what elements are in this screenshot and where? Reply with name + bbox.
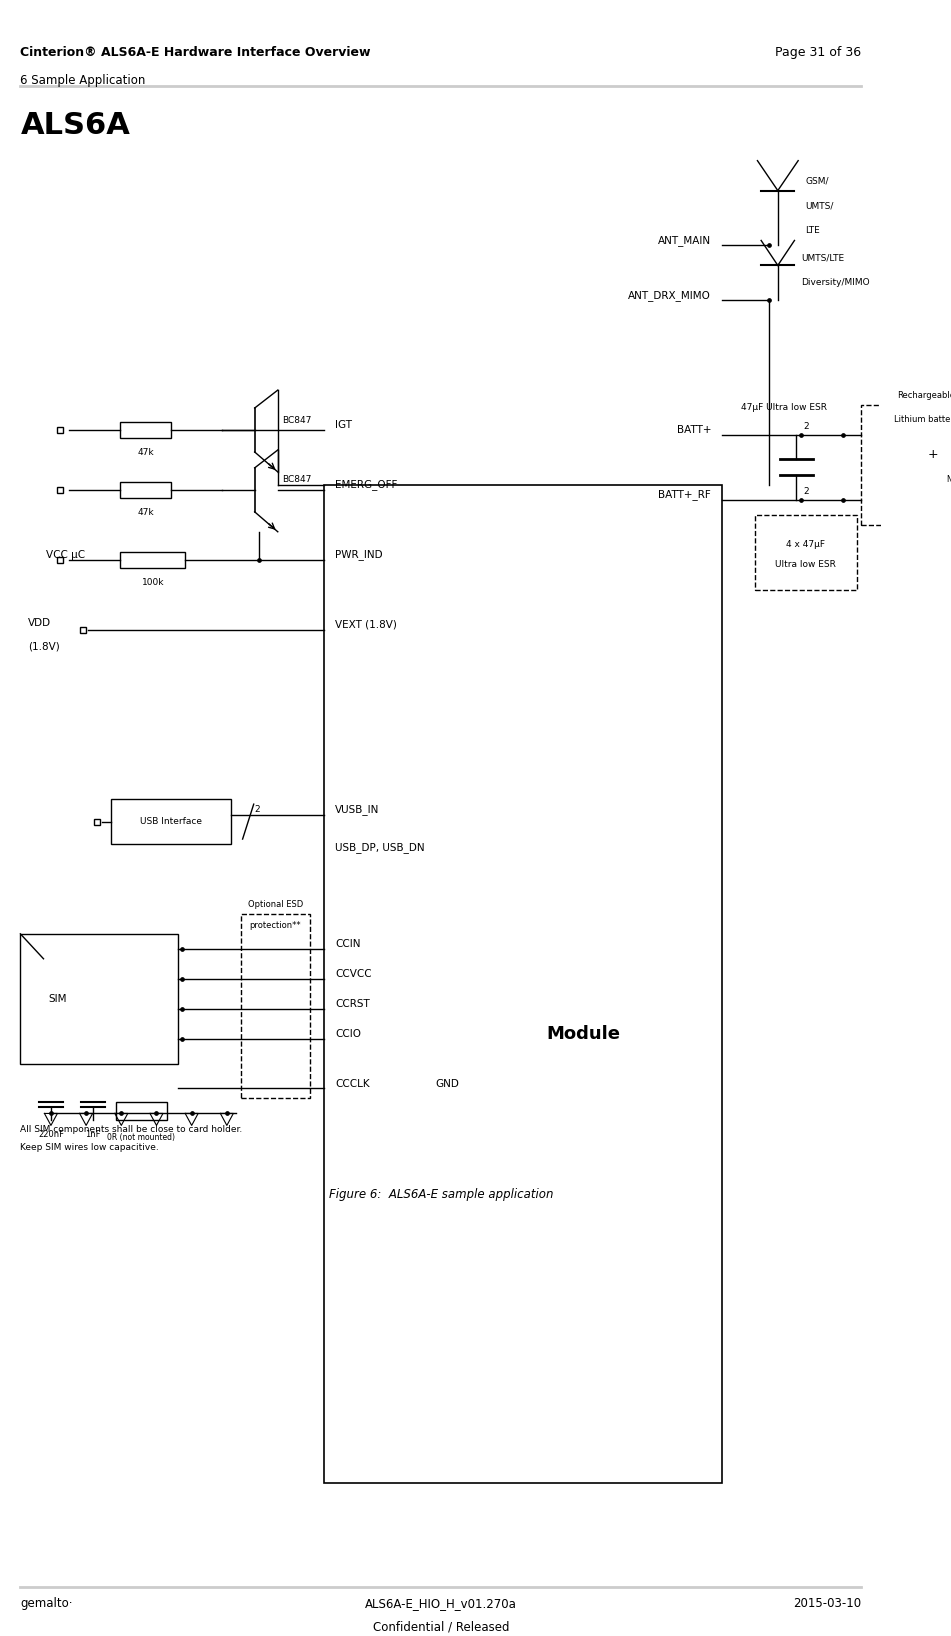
- Bar: [862, 406, 951, 525]
- Text: Page 31 of 36: Page 31 of 36: [775, 46, 862, 59]
- Bar: [241, 915, 310, 1098]
- Text: Ultra low ESR: Ultra low ESR: [775, 560, 836, 569]
- Text: Module: Module: [546, 1024, 620, 1042]
- Text: 47k: 47k: [138, 507, 154, 517]
- Text: BC847: BC847: [282, 416, 312, 424]
- Text: +: +: [928, 448, 939, 461]
- Text: 0R (not mounted): 0R (not mounted): [107, 1134, 175, 1142]
- Text: Lithium battery: Lithium battery: [894, 416, 951, 424]
- Bar: [755, 515, 857, 589]
- Text: IGT: IGT: [335, 420, 352, 430]
- Text: 47μF Ultra low ESR: 47μF Ultra low ESR: [741, 402, 826, 412]
- Text: 6 Sample Application: 6 Sample Application: [20, 74, 146, 87]
- Text: ALS6A-E_HIO_H_v01.270a: ALS6A-E_HIO_H_v01.270a: [365, 1597, 516, 1610]
- Text: UMTS/LTE: UMTS/LTE: [801, 254, 844, 263]
- Bar: [116, 1103, 166, 1121]
- Text: VUSB_IN: VUSB_IN: [335, 803, 379, 815]
- Text: Optional ESD: Optional ESD: [248, 900, 303, 910]
- Text: CCIO: CCIO: [335, 1029, 361, 1039]
- Text: (1.8V): (1.8V): [28, 641, 60, 651]
- Text: All SIM components shall be close to card holder.: All SIM components shall be close to car…: [20, 1126, 243, 1134]
- Bar: [111, 798, 231, 844]
- Bar: [324, 484, 722, 1482]
- Text: EMERG_OFF: EMERG_OFF: [335, 479, 398, 491]
- Bar: [20, 934, 178, 1063]
- Text: 2: 2: [804, 422, 809, 430]
- Text: 220nF: 220nF: [38, 1130, 64, 1139]
- Text: BATT+: BATT+: [677, 425, 711, 435]
- Text: ALS6A: ALS6A: [20, 111, 130, 139]
- Text: ANT_DRX_MIMO: ANT_DRX_MIMO: [629, 290, 711, 301]
- Text: CCVCC: CCVCC: [335, 969, 372, 978]
- Text: BATT+_RF: BATT+_RF: [658, 489, 711, 501]
- Text: ANT_MAIN: ANT_MAIN: [658, 236, 711, 245]
- Bar: [121, 551, 185, 568]
- Text: 1nF: 1nF: [85, 1130, 101, 1139]
- Text: SIM: SIM: [49, 993, 67, 1005]
- Text: NTC: NTC: [946, 476, 951, 484]
- Text: PWR_IND: PWR_IND: [335, 550, 383, 560]
- Text: VEXT (1.8V): VEXT (1.8V): [335, 620, 398, 630]
- Text: Figure 6:  ALS6A-E sample application: Figure 6: ALS6A-E sample application: [328, 1188, 553, 1201]
- Text: USB_DP, USB_DN: USB_DP, USB_DN: [335, 841, 425, 852]
- Text: Diversity/MIMO: Diversity/MIMO: [801, 278, 869, 286]
- Text: VDD: VDD: [28, 617, 51, 628]
- Text: 2: 2: [255, 805, 261, 813]
- Text: LTE: LTE: [805, 226, 821, 236]
- Text: GND: GND: [436, 1078, 459, 1088]
- Text: Keep SIM wires low capacitive.: Keep SIM wires low capacitive.: [20, 1144, 159, 1152]
- Text: GSM/: GSM/: [805, 177, 829, 185]
- Text: protection**: protection**: [250, 921, 301, 929]
- Text: 4 x 47μF: 4 x 47μF: [786, 540, 825, 548]
- Text: Rechargeable: Rechargeable: [897, 391, 951, 401]
- Text: BC847: BC847: [282, 476, 312, 484]
- Text: gemalto·: gemalto·: [20, 1597, 73, 1610]
- Text: VCC μC: VCC μC: [47, 550, 86, 560]
- Text: CCCLK: CCCLK: [335, 1078, 370, 1088]
- Text: 100k: 100k: [142, 578, 164, 587]
- Text: Confidential / Released: Confidential / Released: [373, 1620, 509, 1633]
- Text: 2: 2: [804, 488, 809, 496]
- Text: 2015-03-10: 2015-03-10: [793, 1597, 862, 1610]
- Bar: [121, 483, 171, 497]
- Text: Cinterion® ALS6A-E Hardware Interface Overview: Cinterion® ALS6A-E Hardware Interface Ov…: [20, 46, 371, 59]
- Text: CCIN: CCIN: [335, 939, 360, 949]
- Text: UMTS/: UMTS/: [805, 201, 834, 209]
- Bar: [121, 422, 171, 438]
- Text: 47k: 47k: [138, 448, 154, 456]
- Text: USB Interface: USB Interface: [141, 816, 203, 826]
- Text: CCRST: CCRST: [335, 998, 370, 1009]
- Bar: [933, 461, 951, 497]
